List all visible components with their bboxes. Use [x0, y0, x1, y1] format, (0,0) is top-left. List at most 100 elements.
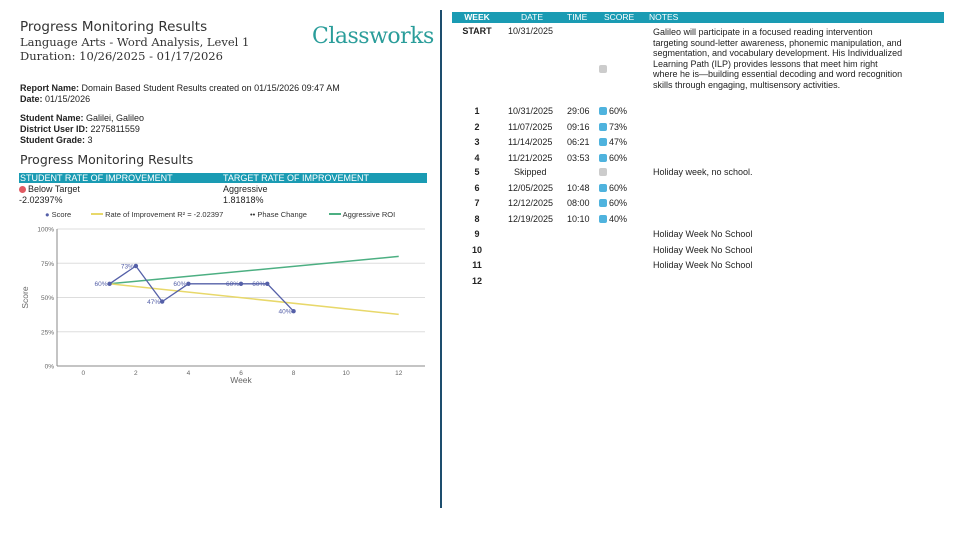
score-square-icon: [599, 138, 607, 146]
score-point: [238, 281, 244, 286]
table-row: 10 Holiday Week No School: [452, 243, 944, 257]
header-time: TIME: [567, 12, 588, 22]
grade-value: 3: [87, 135, 93, 145]
row-date: 12/12/2025: [508, 198, 554, 208]
duration: Duration: 10/26/2025 - 01/17/2026: [20, 49, 223, 63]
date-line: Date: 01/15/2026: [20, 94, 90, 105]
row-score: 60%: [599, 181, 627, 195]
header-score: SCORE: [604, 12, 635, 22]
row-score: 40%: [599, 212, 627, 226]
grade-label: Student Grade:: [20, 135, 86, 145]
row-week: 6: [474, 183, 480, 193]
table-row: 12: [452, 274, 944, 288]
row-date: 11/14/2025: [508, 137, 553, 147]
score-value: 47%: [609, 137, 628, 147]
table-row: 9 Holiday Week No School: [452, 227, 944, 241]
target-roi-name: Aggressive: [223, 184, 268, 194]
legend-label: Rate of Improvement R² = -2.02397: [105, 210, 224, 219]
score-square-icon: [599, 123, 607, 131]
row-week: 3: [474, 137, 480, 147]
row-note: Holiday Week No School: [653, 260, 753, 270]
row-time: 08:00: [567, 198, 590, 208]
x-tick-label: 12: [395, 370, 403, 377]
legend-roi[interactable]: Rate of Improvement R² = -2.02397: [91, 210, 223, 219]
date-label: Date:: [20, 94, 43, 104]
score-data-label: 60%: [95, 281, 108, 288]
score-square-icon: [599, 199, 607, 207]
report-name: Domain Based Student Results created on …: [81, 83, 340, 93]
table-row: 11 Holiday Week No School: [452, 258, 944, 272]
legend-label: Phase Change: [257, 210, 307, 219]
legend-score[interactable]: ● Score: [45, 210, 72, 219]
score-square-icon: [599, 184, 607, 192]
table-row: START 10/31/2025: [452, 24, 944, 38]
row-week: 11: [472, 260, 482, 270]
student-name-line: Student Name: Galilei, Galileo: [20, 113, 144, 124]
row-week: 4: [474, 153, 480, 163]
row-date: Skipped: [514, 167, 547, 177]
score-point: [159, 299, 165, 304]
progress-chart: 0% 25% 50% 75% 100% 0 2 4 6 8 10 12 Week Score 60% 73% 4…: [20, 227, 425, 385]
classworks-logo: Classworks: [312, 24, 434, 49]
student-roi-header: STUDENT RATE OF IMPROVEMENT: [20, 173, 173, 183]
score-value: 73%: [609, 122, 628, 132]
report-name-line: Report Name: Domain Based Student Result…: [20, 83, 340, 94]
table-row: 7 12/12/2025 08:00 60%: [452, 196, 944, 210]
row-week: 9: [474, 229, 480, 239]
section-title: Progress Monitoring Results: [20, 152, 194, 167]
row-score: [599, 165, 609, 179]
score-square-icon: [599, 168, 607, 176]
score-data-label: 40%: [279, 309, 292, 316]
row-date: 12/19/2025: [508, 214, 554, 224]
table-row: 3 11/14/2025 06:21 47%: [452, 135, 944, 149]
table-row: 1 10/31/2025 29:06 60%: [452, 104, 944, 118]
row-date: 12/05/2025: [508, 183, 554, 193]
header-notes: NOTES: [649, 12, 679, 22]
score-square-icon: [599, 215, 607, 223]
report-name-label: Report Name:: [20, 83, 80, 93]
date-value: 01/15/2026: [45, 94, 91, 104]
roi-header-bar: STUDENT RATE OF IMPROVEMENT TARGET RATE …: [19, 173, 427, 183]
x-tick-label: 2: [134, 370, 138, 377]
rate-of-improvement-line: [109, 283, 399, 316]
score-data-label: 73%: [121, 263, 134, 270]
score-line: [109, 265, 295, 312]
row-week: 1: [474, 106, 480, 116]
student-name: Galilei, Galileo: [86, 113, 145, 123]
row-week: 5: [474, 167, 480, 177]
table-row: 8 12/19/2025 10:10 40%: [452, 212, 944, 226]
score-square-icon: [599, 154, 607, 162]
district-id-label: District User ID:: [20, 124, 89, 134]
row-time: 29:06: [567, 106, 590, 116]
legend-label: Score: [51, 210, 72, 219]
status-dot-icon: [19, 186, 26, 193]
score-point: [291, 309, 296, 314]
row-score: 73%: [599, 120, 627, 134]
aggressive-roi-line: [109, 255, 399, 285]
table-row: 5 Skipped Holiday week, no school.: [452, 165, 944, 179]
row-time: 10:10: [567, 214, 590, 224]
start-note: Galileo will participate in a focused re…: [653, 27, 903, 90]
subject: Language Arts - Word Analysis, Level 1: [20, 35, 250, 49]
report-title: Progress Monitoring Results: [20, 19, 208, 35]
column-divider: [440, 10, 442, 508]
score-data-label: 60%: [173, 281, 186, 288]
y-tick-label: 75%: [41, 261, 54, 268]
x-tick-label: 4: [187, 370, 191, 377]
status-text: Below Target: [28, 184, 80, 194]
table-row: 2 11/07/2025 09:16 73%: [452, 120, 944, 134]
student-roi-value: -2.02397%: [19, 195, 63, 205]
score-data-label: 47%: [147, 299, 160, 306]
legend-phase-change[interactable]: •• Phase Change: [250, 210, 307, 219]
score-value: 60%: [609, 183, 628, 193]
target-roi-value: 1.81818%: [223, 195, 264, 205]
legend-aggressive-roi[interactable]: Aggressive ROI: [329, 210, 395, 219]
y-axis-label: Score: [20, 286, 30, 308]
row-note: Holiday Week No School: [653, 229, 753, 239]
score-value: 40%: [609, 214, 628, 224]
row-score: 60%: [599, 196, 627, 210]
score-point: [186, 281, 191, 286]
row-date: 11/21/2025: [508, 153, 553, 163]
row-week: 12: [471, 276, 482, 286]
row-week: 10: [471, 245, 482, 255]
